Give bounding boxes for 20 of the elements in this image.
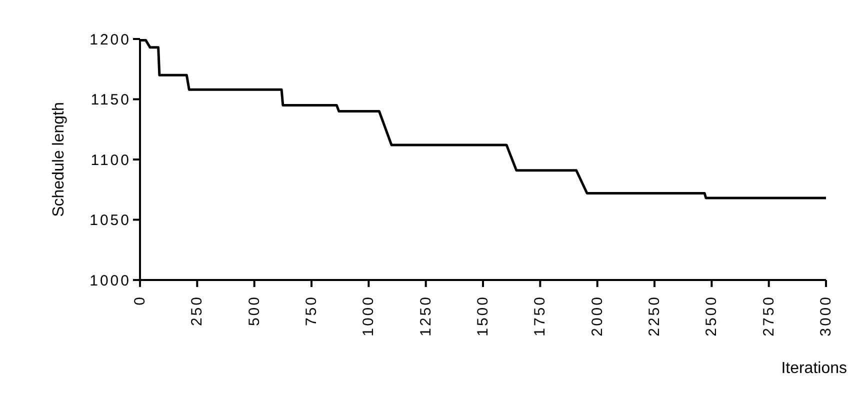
x-tick-label: 3000: [818, 295, 834, 336]
x-tick-label: 1250: [417, 295, 434, 336]
x-tick-label: 750: [303, 295, 320, 326]
x-tick-label: 2000: [588, 295, 606, 336]
x-tick-label: 1500: [474, 295, 492, 336]
x-tick-label: 0: [132, 295, 148, 306]
y-axis-title: Schedule length: [50, 102, 68, 217]
x-tick-label: 250: [188, 295, 206, 326]
y-tick-label: 1200: [90, 31, 131, 48]
x-tick-label: 2500: [703, 295, 720, 336]
x-tick-label: 1750: [532, 295, 549, 336]
y-tick-label: 1050: [90, 212, 131, 230]
x-tick-label: 2750: [760, 295, 778, 336]
x-tick-label: 500: [246, 295, 263, 326]
y-tick-label: 1100: [90, 152, 131, 169]
x-tick-label: 1000: [360, 295, 378, 336]
y-tick-label: 1000: [90, 272, 131, 290]
x-axis-title: Iterations: [781, 360, 847, 378]
y-tick-label: 1150: [90, 92, 131, 109]
x-tick-label: 2250: [646, 295, 663, 336]
